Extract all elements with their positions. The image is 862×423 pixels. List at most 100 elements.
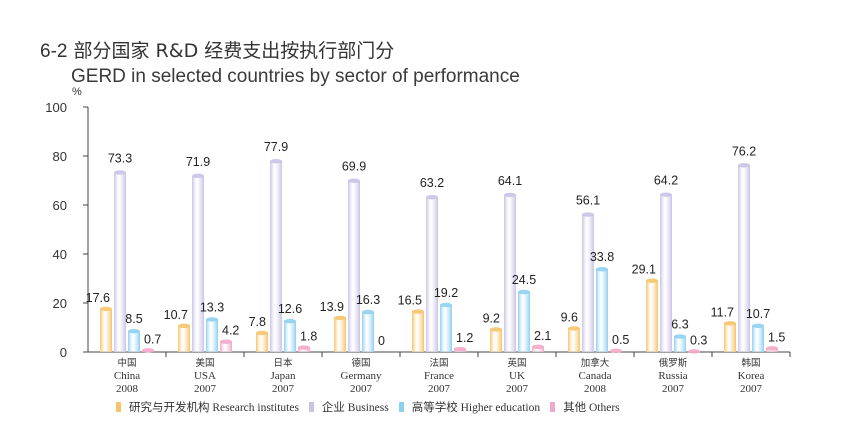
- x-tick-label-cn: 法国: [429, 357, 448, 369]
- bar-others: [298, 347, 310, 352]
- bar-cap-higher_ed: [128, 328, 140, 334]
- data-label-higher_ed: 13.3: [200, 300, 224, 314]
- bar-cap-higher_ed: [518, 289, 530, 295]
- bar-higher_ed: [284, 321, 296, 352]
- bar-business: [270, 161, 282, 352]
- bar-cap-higher_ed: [440, 302, 452, 308]
- legend-label-higher-ed: 高等学校 Higher education: [411, 402, 541, 414]
- y-axis-label: %: [72, 86, 82, 98]
- bar-higher_ed: [518, 291, 530, 352]
- x-tick-label-en: Russia: [658, 370, 687, 382]
- legend-label-business: 企业 Business: [321, 402, 389, 414]
- bar-cap-higher_ed: [752, 323, 764, 328]
- bar-higher_ed: [206, 319, 218, 352]
- bar-cap-research: [256, 330, 268, 336]
- bar-research: [724, 323, 736, 352]
- x-tick-label-en: UK: [509, 370, 525, 382]
- data-label-business: 71.9: [186, 155, 210, 169]
- x-tick-label-year: 2007: [194, 383, 217, 395]
- bar-cap-others: [220, 339, 232, 344]
- legend-swatch-research: [116, 402, 121, 412]
- x-tick-label-year: 2007: [272, 383, 295, 395]
- x-tick-label-cn: 英国: [507, 357, 526, 369]
- bar-cap-others: [766, 346, 778, 351]
- data-label-others: 4.2: [222, 324, 239, 338]
- bar-cap-higher_ed: [674, 334, 686, 339]
- y-tick-label: 100: [45, 100, 67, 115]
- data-label-higher_ed: 8.5: [125, 312, 142, 326]
- x-tick-label-year: 2007: [740, 383, 763, 395]
- x-tick-label-year: 2007: [662, 383, 685, 395]
- chart-title-cn: 6-2 部分国家 R&D 经费支出按执行部门分: [40, 36, 394, 63]
- data-label-business: 69.9: [342, 160, 366, 174]
- x-tick-label-cn: 俄罗斯: [659, 357, 688, 369]
- data-label-others: 0.7: [144, 332, 161, 346]
- legend-label-others: 其他 Others: [563, 402, 620, 414]
- bar-research: [646, 280, 658, 352]
- x-tick-label-en: USA: [194, 370, 216, 382]
- data-label-higher_ed: 16.3: [356, 293, 380, 307]
- bar-higher_ed: [674, 336, 686, 352]
- chart-number: 6-2: [40, 41, 68, 62]
- x-tick-label-en: Korea: [738, 370, 765, 382]
- y-tick-label: 80: [53, 149, 67, 164]
- bar-research: [568, 328, 580, 352]
- data-label-business: 64.2: [654, 174, 678, 188]
- data-label-research: 9.6: [561, 310, 578, 324]
- legend-item-higher-ed: 高等学校 Higher education: [398, 399, 541, 415]
- data-label-others: 0.5: [612, 333, 629, 347]
- bar-cap-others: [298, 345, 310, 350]
- data-label-research: 16.5: [398, 294, 422, 308]
- bar-research: [256, 332, 268, 352]
- bar-cap-research: [568, 326, 580, 331]
- y-tick-label: 40: [53, 247, 67, 262]
- bar-cap-others: [142, 348, 154, 353]
- data-label-higher_ed: 10.7: [746, 307, 770, 321]
- bar-cap-business: [738, 163, 750, 168]
- y-tick-label: 0: [60, 345, 67, 360]
- x-tick-label-cn: 加拿大: [581, 357, 610, 369]
- x-tick-label-year: 2007: [428, 383, 451, 395]
- data-label-business: 63.2: [420, 176, 444, 190]
- bar-cap-higher_ed: [596, 266, 608, 272]
- bar-research: [100, 308, 112, 352]
- bar-research: [412, 311, 424, 352]
- bar-cap-research: [334, 315, 346, 321]
- legend-label-research: 研究与开发机构 Research institutes: [129, 402, 299, 414]
- data-label-business: 64.1: [498, 174, 522, 188]
- bar-cap-others: [532, 344, 544, 350]
- data-label-others: 1.2: [456, 331, 473, 345]
- bar-higher_ed: [440, 304, 452, 352]
- bar-business: [738, 165, 750, 352]
- data-label-business: 73.3: [108, 151, 132, 165]
- bar-cap-business: [348, 178, 360, 183]
- bar-cap-research: [724, 321, 736, 326]
- data-label-others: 1.5: [768, 330, 785, 344]
- chart-legend: 研究与开发机构 Research institutes 企业 Business …: [116, 399, 630, 415]
- data-label-others: 1.8: [300, 330, 317, 344]
- data-label-research: 11.7: [711, 305, 734, 319]
- data-label-business: 77.9: [264, 140, 288, 154]
- bar-research: [178, 325, 190, 352]
- chart-title-cn-text: 部分国家 R&D 经费支出按执行部门分: [73, 40, 395, 62]
- bar-cap-higher_ed: [284, 318, 296, 324]
- data-label-others: 2.1: [534, 329, 551, 343]
- x-tick-label-year: 2007: [350, 383, 373, 395]
- y-tick-label: 20: [53, 296, 67, 311]
- data-label-higher_ed: 12.6: [278, 302, 302, 316]
- x-tick-label-year: 2007: [506, 383, 529, 395]
- x-tick-label-en: China: [114, 370, 140, 382]
- data-label-higher_ed: 19.2: [434, 286, 458, 300]
- bar-cap-research: [490, 327, 502, 332]
- bar-cap-higher_ed: [362, 309, 374, 315]
- bar-cap-higher_ed: [206, 317, 218, 322]
- bar-research: [490, 329, 502, 352]
- bar-cap-business: [426, 194, 438, 200]
- bar-cap-others: [454, 346, 466, 352]
- chart-title-en: GERD in selected countries by sector of …: [71, 66, 520, 87]
- x-tick-label-cn: 日本: [273, 357, 293, 369]
- bar-cap-others: [610, 348, 622, 353]
- bar-higher_ed: [752, 325, 764, 352]
- data-label-business: 76.2: [732, 144, 756, 158]
